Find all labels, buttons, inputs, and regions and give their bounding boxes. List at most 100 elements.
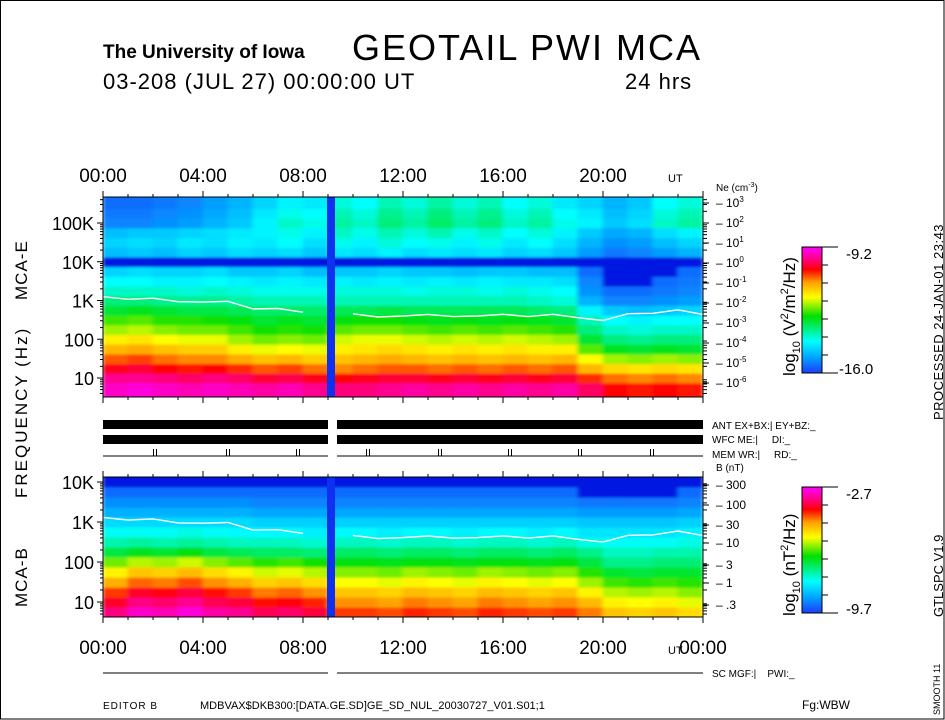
mca-e-cell [627,246,654,258]
mca-e-cell [177,285,204,297]
mca-e-cell [452,256,479,268]
mca-b-cell [427,496,454,508]
mca-e-cell [177,208,204,219]
mca-e-cell [352,227,379,239]
mca-e-cell [277,217,304,229]
mca-e-cell [627,208,654,219]
mca-b-cell [627,486,654,498]
mca-e-cell [327,237,354,248]
ne-tick-label: – 10-2 [716,295,747,310]
mca-b-cell [152,586,179,598]
mca-b-cell [302,477,329,488]
mca-b-cell [652,586,679,598]
mca-e-cell [327,372,354,384]
mca-e-cell [677,333,703,345]
mca-b-cell [277,596,304,608]
mca-b-cell [452,606,479,617]
mca-b-cell [177,556,204,568]
mca-e-cell [627,285,654,297]
mca-e-cell [252,217,279,229]
mca-b-cell [677,556,703,568]
mca-e-cell [677,197,703,210]
mca-b-cell [652,526,679,538]
mca-e-cell [202,246,229,258]
mca-e-cell [177,333,204,345]
mca-e-cell [602,343,629,355]
mca-b-cell [677,606,703,617]
mca-b-cell [227,526,254,538]
mca-e-cell [627,197,654,210]
mca-e-cell [402,208,429,219]
mca-b-cell [327,536,354,548]
mca-e-cell [402,372,429,384]
mca-b-cell [227,516,254,528]
ne-tick-label: – 10-1 [716,275,747,290]
mca-e-cell [677,285,703,297]
mca-e-cell [177,295,204,306]
mca-b-cell [177,516,204,528]
mca-e-cell [103,285,129,297]
mca-e-cell [477,324,504,335]
mca-b-cell [677,566,703,578]
mca-e-cell [577,256,604,268]
mca-e-cell [552,382,579,397]
mca-b-cell [527,486,554,498]
mca-e-cell [327,343,354,355]
mca-b-cell [552,516,579,528]
mca-e-cell [252,324,279,335]
mca-e-cell [152,227,179,239]
mca-e-cell [302,208,329,219]
top-time-label: 00:00 [79,166,127,187]
mca-b-cell [152,516,179,528]
mca-e-cell [252,333,279,345]
b-tick-label: – 30 [716,518,740,532]
editor-label: EDITOR B [103,701,158,712]
mca-b-cell [277,586,304,598]
mca-e-cell [402,275,429,287]
mca-b-cell [502,486,529,498]
mca-e-cell [352,208,379,219]
mca-b-cell [252,596,279,608]
mca-e-cell [427,353,454,365]
mca-e-cell [302,275,329,287]
mca-e-cell [103,304,129,316]
bottom-time-label: 00:00 [679,638,727,659]
mca-e-y-tick-label: 10K [62,253,94,273]
mca-b-cell [477,496,504,508]
mca-e-cell [227,343,254,355]
mca-e-cell [502,256,529,268]
mca-b-cell [327,477,354,488]
ant-status: ANT EX+BX:| EY+BZ:_ [712,421,816,432]
mca-e-cell [127,266,154,277]
mca-e-cell [602,237,629,248]
mca-e-cell [677,266,703,277]
mca-e-cell [652,227,679,239]
mca-e-cell [627,295,654,306]
mca-b-cell [402,536,429,548]
mca-e-cell [277,343,304,355]
mca-b-cell [152,486,179,498]
mca-b-cell [627,586,654,598]
mca-b-cell [652,606,679,617]
mca-e-cell [152,382,179,397]
mca-b-cell [377,516,404,528]
mca-b-cell [252,486,279,498]
mca-e-cell [477,285,504,297]
mca-e-cell [577,246,604,258]
ne-tick-label: – 103 [716,195,744,210]
mca-b-cell [452,586,479,598]
mca-e-cell [427,208,454,219]
mca-b-cell [602,546,629,558]
mca-b-cell [227,496,254,508]
mca-e-cell [652,314,679,326]
mca-b-cell [127,576,154,588]
mca-e-cell [152,266,179,277]
mca-e-cell [652,197,679,210]
mca-b-cell [427,526,454,538]
mca-e-cell [302,304,329,316]
wfc-bar-1 [103,435,328,444]
bottom-time-label: 16:00 [479,638,527,659]
mca-b-cell [677,496,703,508]
mca-e-cell [502,237,529,248]
mca-b-cell [127,606,154,617]
